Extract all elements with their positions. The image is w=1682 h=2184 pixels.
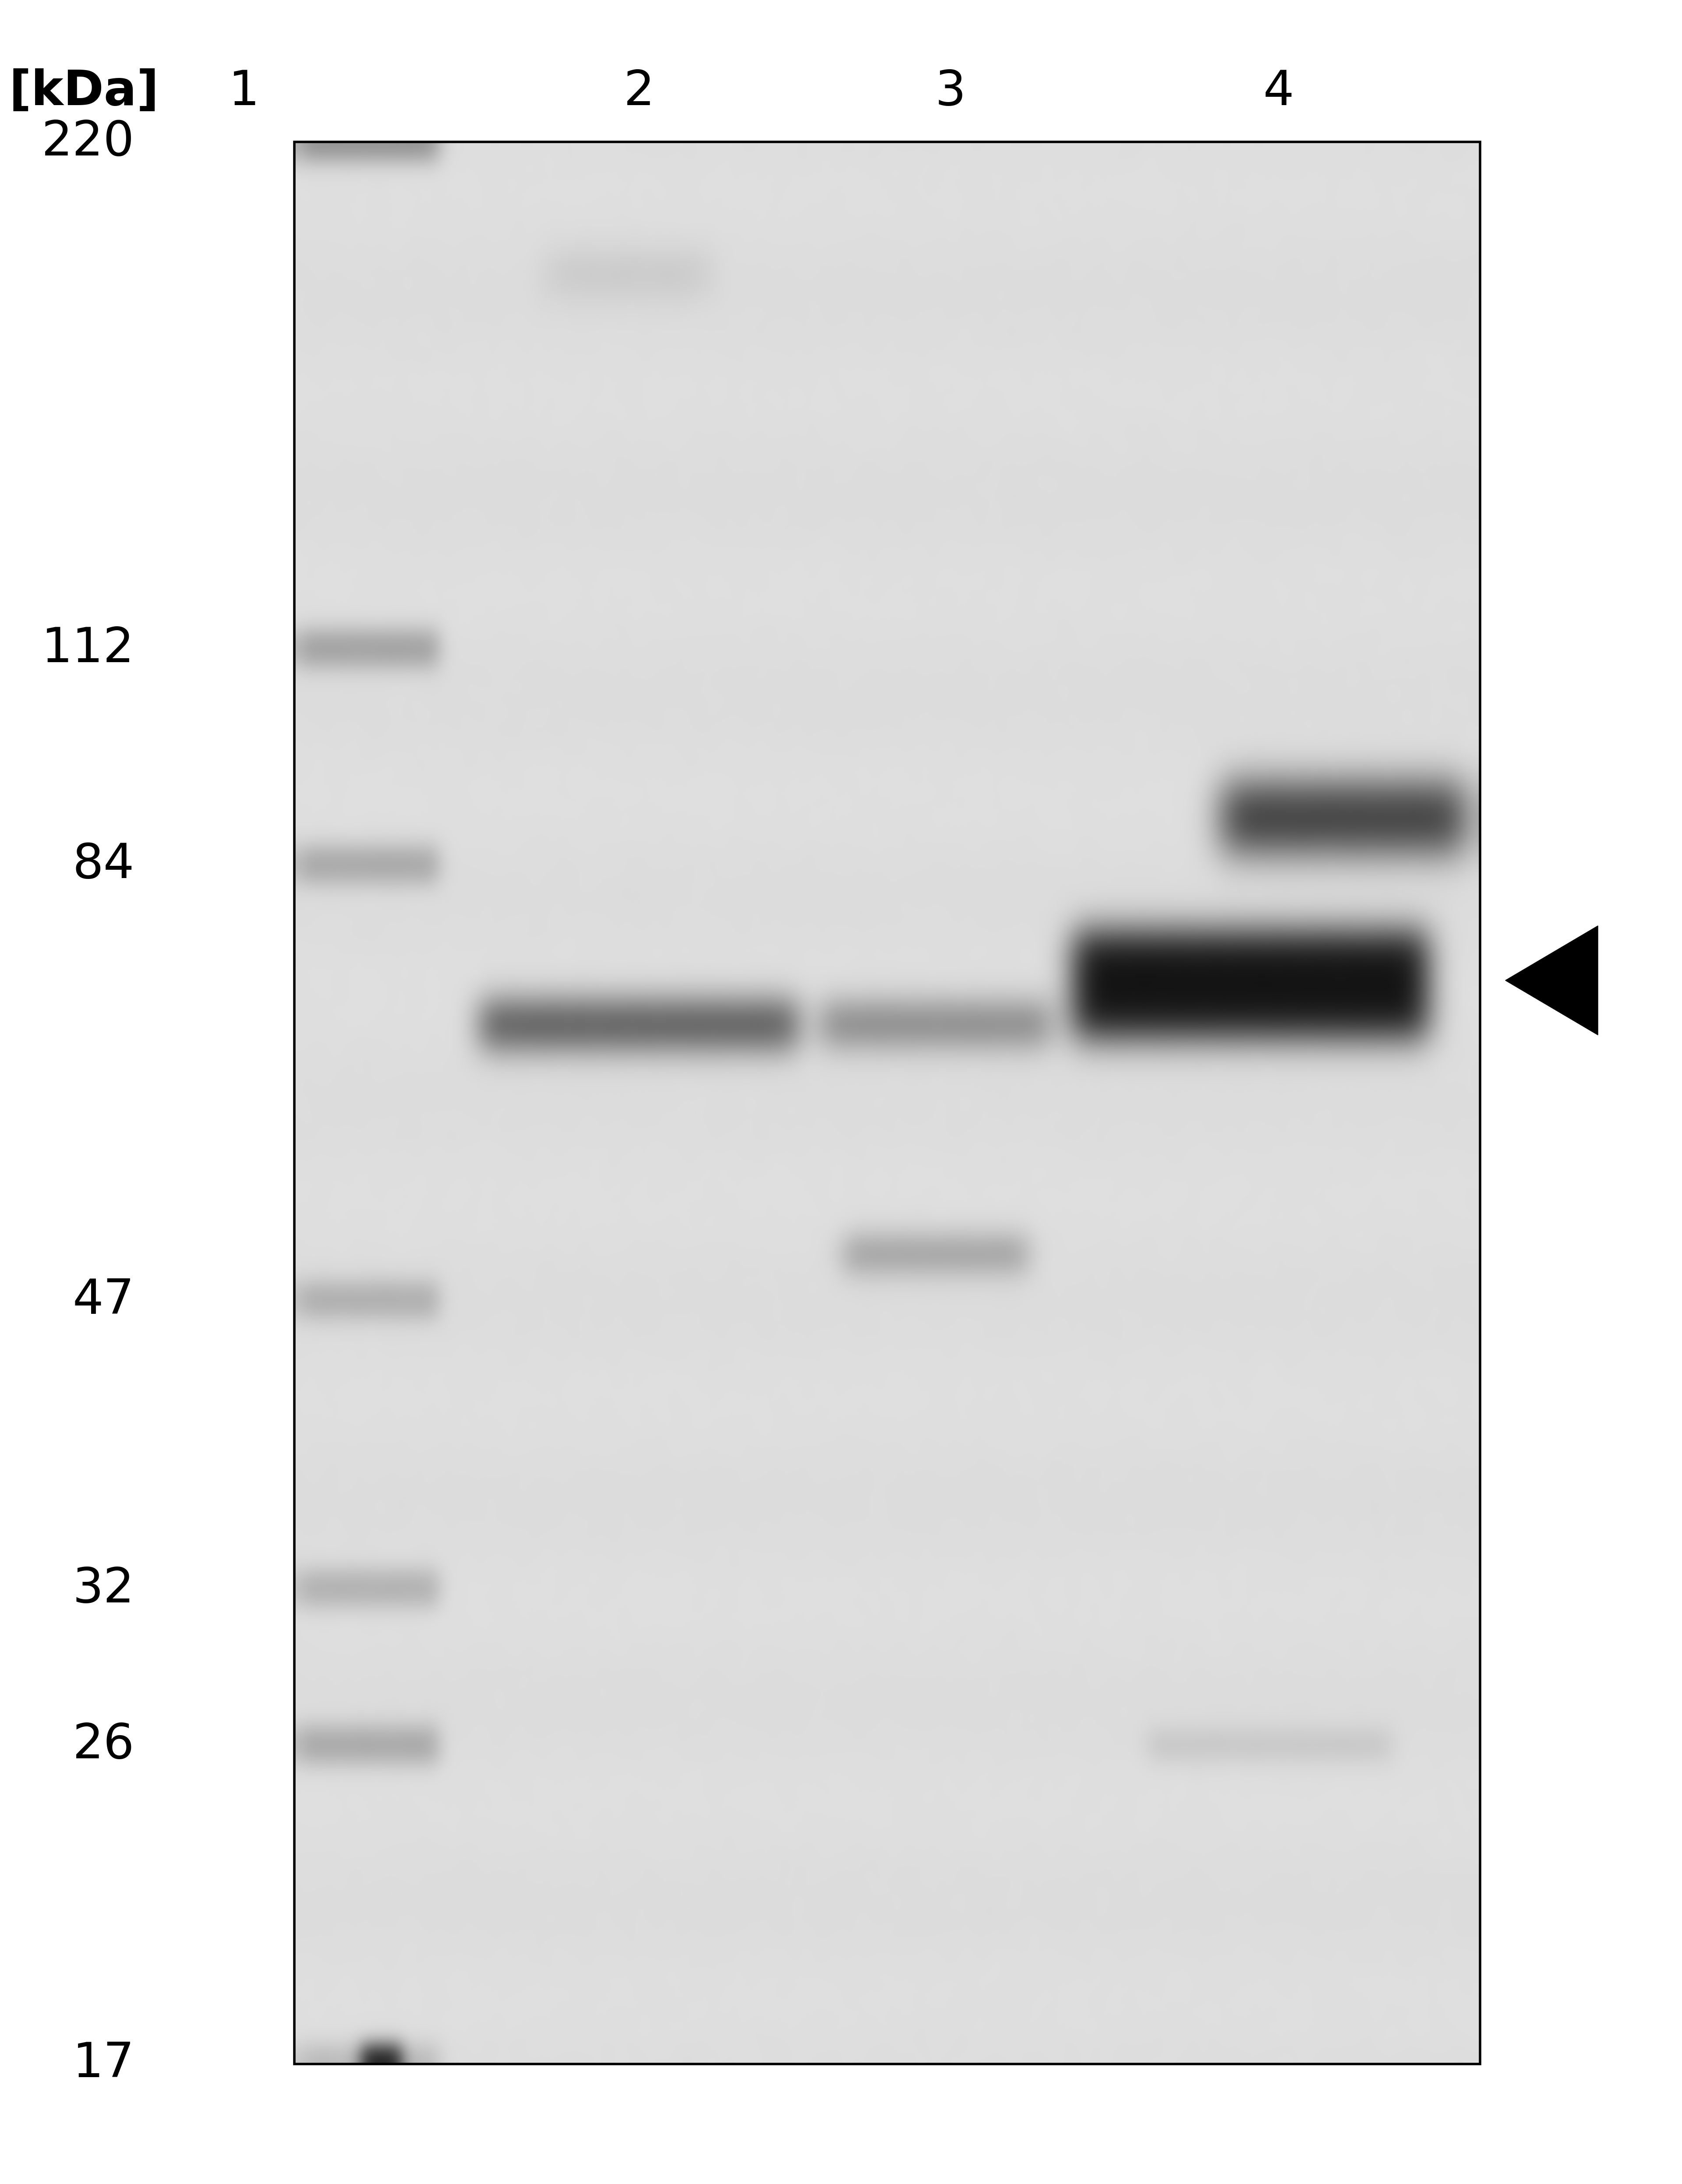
Text: [kDa]: [kDa] <box>8 68 160 116</box>
Text: 4: 4 <box>1263 68 1293 116</box>
Text: 84: 84 <box>72 841 135 889</box>
Text: 1: 1 <box>229 68 259 116</box>
Text: 26: 26 <box>72 1721 135 1769</box>
Text: 3: 3 <box>935 68 965 116</box>
Text: 2: 2 <box>624 68 654 116</box>
Text: 17: 17 <box>72 2040 135 2088</box>
Polygon shape <box>1505 926 1598 1035</box>
Text: 220: 220 <box>42 118 135 166</box>
Bar <box>294 142 1480 2064</box>
Text: 47: 47 <box>72 1278 135 1324</box>
Text: 32: 32 <box>72 1566 135 1612</box>
Text: 112: 112 <box>42 625 135 673</box>
